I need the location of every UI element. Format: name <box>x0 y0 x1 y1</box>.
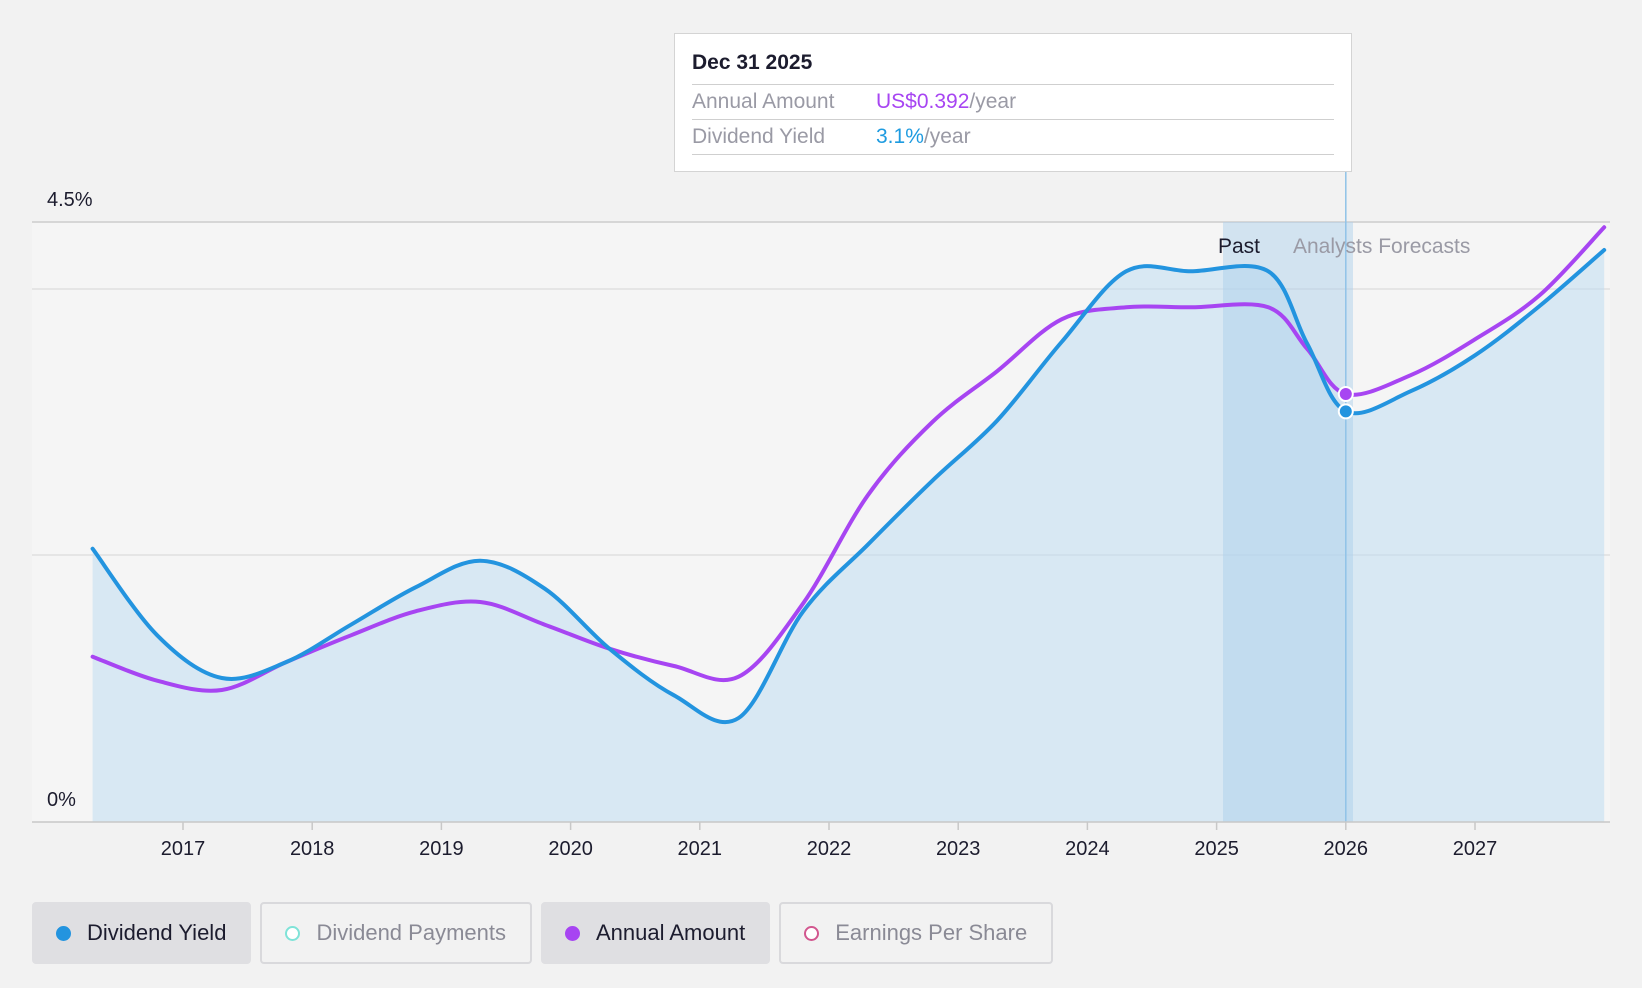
tooltip-yield-label: Dividend Yield <box>692 125 826 148</box>
legend-label-earnings-per-share: Earnings Per Share <box>835 920 1028 945</box>
y-tick-label-bottom: 0% <box>47 789 76 811</box>
x-tick-label: 2019 <box>419 838 464 860</box>
yield-marker[interactable] <box>1337 403 1354 420</box>
x-tick-label: 2022 <box>807 838 852 860</box>
y-tick-label-top: 4.5% <box>47 189 93 211</box>
annual-amount-dot-icon <box>564 925 580 941</box>
x-tick-label: 2023 <box>936 838 981 860</box>
dividend-payments-ring-icon <box>285 925 301 941</box>
tooltip-amount-value: US$0.392 <box>876 90 970 113</box>
legend-button-dividend-payments[interactable]: Dividend Payments <box>260 902 532 964</box>
x-tick-label: 2017 <box>161 838 206 860</box>
tooltip-row-yield: Dividend Yield 3.1% /year <box>692 120 1334 155</box>
legend: Dividend Yield Dividend Payments Annual … <box>32 902 1054 964</box>
legend-button-earnings-per-share[interactable]: Earnings Per Share <box>779 902 1054 964</box>
tooltip-amount-label: Annual Amount <box>692 90 835 113</box>
x-tick-label: 2020 <box>548 838 593 860</box>
x-axis-ticks: 2017 2018 2019 2020 2021 2022 2023 2024 2025 2026… <box>161 822 1498 860</box>
past-label: Past <box>1218 235 1260 258</box>
yield-area <box>92 250 1605 822</box>
x-tick-label: 2026 <box>1324 838 1369 860</box>
tooltip-amount-unit: /year <box>969 90 1017 113</box>
legend-label-dividend-yield: Dividend Yield <box>87 920 227 945</box>
tooltip-yield-value: 3.1% <box>876 125 924 148</box>
dividend-yield-dot-icon <box>56 925 71 941</box>
amount-marker[interactable] <box>1337 386 1354 402</box>
x-tick-label: 2021 <box>678 838 723 860</box>
x-tick-label: 2025 <box>1194 838 1239 860</box>
legend-label-annual-amount: Annual Amount <box>595 920 746 945</box>
tooltip-row-amount: Annual Amount US$0.392 /year <box>692 85 1334 120</box>
x-tick-label: 2024 <box>1065 838 1110 860</box>
past-forecast-band <box>1223 222 1353 822</box>
legend-label-dividend-payments: Dividend Payments <box>316 920 506 945</box>
earnings-per-share-ring-icon <box>804 925 820 941</box>
tooltip-date: Dec 31 2025 <box>692 48 1334 85</box>
x-tick-label: 2027 <box>1453 838 1498 860</box>
tooltip-yield-unit: /year <box>923 125 971 148</box>
legend-button-annual-amount[interactable]: Annual Amount <box>540 902 771 964</box>
forecast-label: Analysts Forecasts <box>1293 235 1470 258</box>
tooltip-panel: Dec 31 2025 Annual Amount US$0.392 /year… <box>674 33 1352 172</box>
legend-button-dividend-yield[interactable]: Dividend Yield <box>32 902 252 964</box>
x-tick-label: 2018 <box>290 838 335 860</box>
